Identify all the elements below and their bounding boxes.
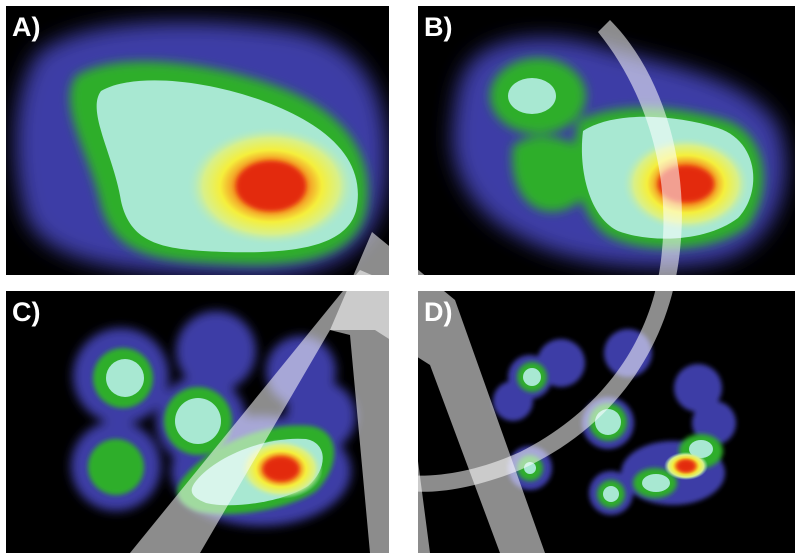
panel-label-a: A) [12,12,41,42]
panel-b: B) [418,6,795,275]
heatmap-c [71,311,356,526]
heatmap-d [493,329,736,515]
hotspot-b [621,136,751,232]
panel-c: C) [6,291,389,553]
hotspot-d [664,452,708,480]
hotspot-a [186,126,356,246]
heatmap-a [15,21,387,275]
panel-label-c: C) [12,297,41,327]
panel-d: D) [418,291,795,553]
panel-label-b: B) [424,12,453,42]
hotspot-c [239,439,323,499]
panel-a: A) [6,6,389,275]
heatmap-b [452,37,786,268]
panel-label-d: D) [424,297,453,327]
